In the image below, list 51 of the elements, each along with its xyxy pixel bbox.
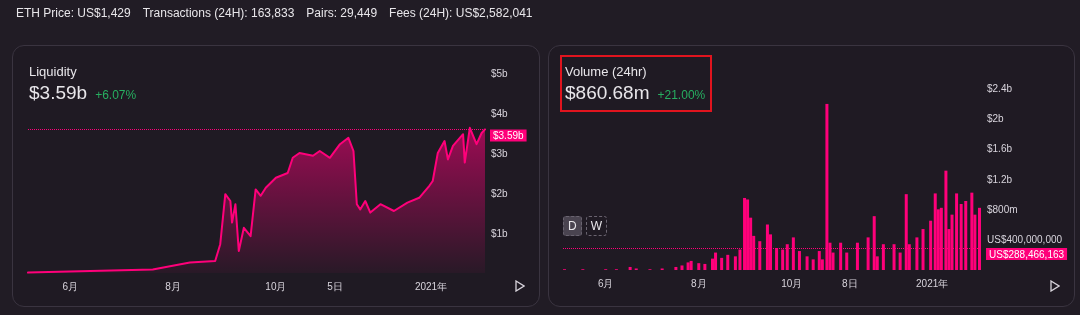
y-tick-label: $1.6b [987, 143, 1013, 155]
bar [714, 252, 718, 270]
ref-line-label: US$288,466,163 [989, 248, 1065, 260]
chart-title: Volume (24hr) [565, 64, 648, 79]
y-tick-label: $2b [987, 112, 1005, 124]
bar [817, 251, 821, 270]
text: $3.59b [29, 82, 88, 103]
x-tick-label: 2021年 [414, 280, 448, 292]
bar [811, 259, 815, 270]
annotation: +6.07% [95, 88, 137, 102]
ref-line-label: $3.59b [493, 129, 525, 141]
x-tick-label: 6月 [62, 280, 78, 292]
bar [703, 263, 707, 270]
bar [797, 251, 801, 270]
bar [726, 254, 730, 270]
bar [697, 263, 701, 270]
annotation: +21.00% [657, 88, 706, 102]
text: Pairs: 29,449 [306, 6, 378, 20]
bar [628, 266, 632, 270]
x-tick-label: 8月 [690, 277, 707, 289]
x-tick-label: 6月 [597, 277, 614, 289]
y-tick-label: $1.2b [987, 173, 1013, 185]
bar [689, 260, 693, 270]
y-tick-label: $3b [491, 147, 509, 159]
x-tick-label: 8月 [165, 280, 181, 292]
x-tick-label: 10月 [781, 277, 803, 289]
x-tick-label: 5日 [327, 280, 343, 292]
x-tick-label: 10月 [265, 280, 287, 292]
x-tick-label: 8日 [842, 277, 858, 289]
x-tick-label: 2021年 [916, 277, 949, 289]
bar [845, 252, 849, 270]
chart-title: Liquidity [29, 64, 78, 79]
y-tick-label: $1b [491, 227, 509, 239]
text: ETH Price: US$1,429 [16, 6, 131, 20]
bar [686, 262, 690, 270]
y-tick-label: $4b [491, 107, 509, 119]
y-tick-label: US$400,000,000 [987, 234, 1063, 246]
bar [898, 252, 902, 270]
text: Fees (24H): US$2,582,041 [389, 6, 533, 20]
y-tick-label: $800m [987, 203, 1018, 215]
y-tick-label: $5b [491, 67, 509, 79]
y-tick-label: $2b [491, 187, 509, 199]
bar [674, 266, 678, 270]
annotation: D [563, 216, 582, 236]
bar [680, 265, 684, 270]
bar [805, 256, 809, 270]
annotation: W [585, 216, 607, 236]
text: Transactions (24H): 163,833 [142, 6, 295, 20]
y-tick-label: $2.4b [987, 82, 1013, 94]
bar [720, 257, 724, 270]
chart-subtitle: $860.68m [565, 82, 650, 103]
